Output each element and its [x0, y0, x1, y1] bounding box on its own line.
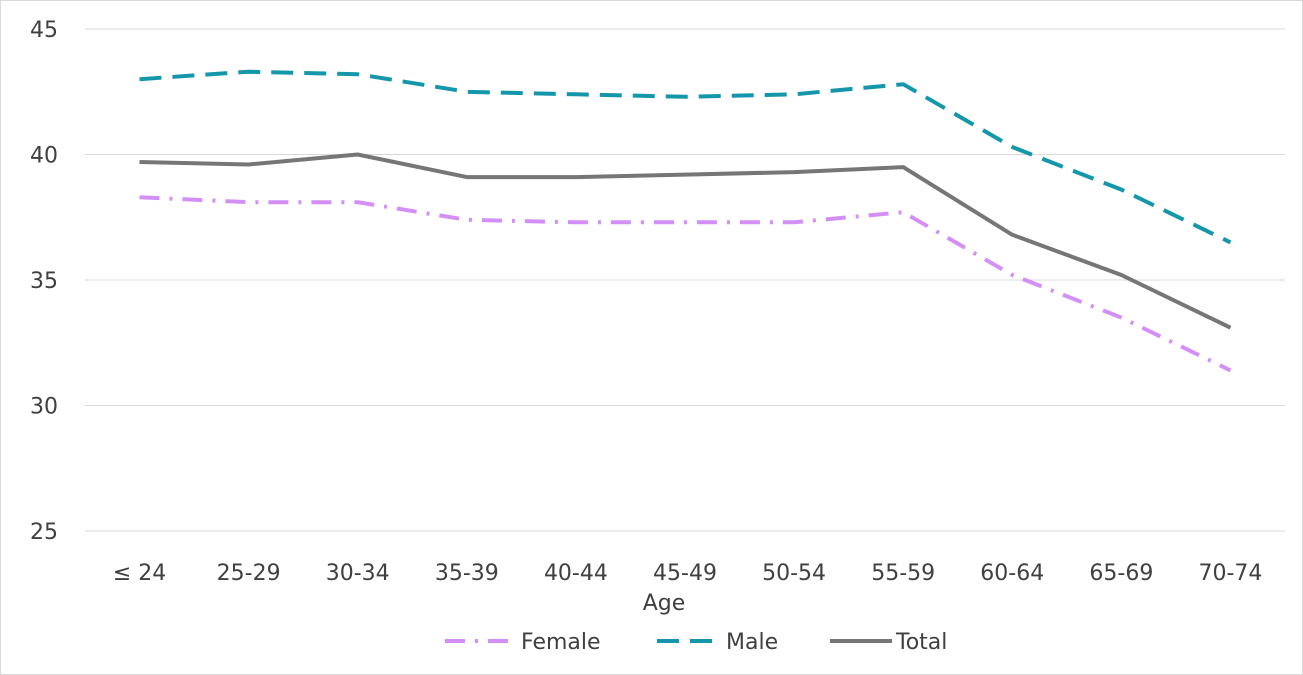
x-tick-label: 50-54 — [762, 561, 826, 586]
y-tick-label: 30 — [30, 395, 58, 420]
x-tick-label: 60-64 — [980, 561, 1044, 586]
x-tick-label: 25-29 — [217, 561, 281, 586]
x-tick-label: 55-59 — [871, 561, 935, 586]
x-tick-label: 40-44 — [544, 561, 608, 586]
series-line-male — [139, 69, 1232, 245]
legend-label-male: Male — [726, 630, 778, 655]
x-tick-label: 65-69 — [1089, 561, 1153, 586]
y-tick-label: 35 — [30, 269, 58, 294]
y-axis-ticks: 25 30 35 40 45 — [30, 18, 58, 545]
x-tick-label: 45-49 — [653, 561, 717, 586]
y-tick-label: 45 — [30, 18, 58, 43]
series-line-total — [139, 152, 1232, 330]
series-line-female — [139, 195, 1232, 373]
legend: Female Male Total — [445, 630, 947, 655]
series-lines — [139, 69, 1232, 373]
gridlines — [85, 28, 1285, 532]
x-tick-label: 35-39 — [435, 561, 499, 586]
x-axis-title: Age — [643, 591, 686, 616]
y-tick-label: 25 — [30, 520, 58, 545]
x-tick-label: ≤ 24 — [113, 561, 166, 586]
legend-label-total: Total — [895, 630, 947, 655]
x-tick-label: 30-34 — [326, 561, 390, 586]
legend-label-female: Female — [521, 630, 601, 655]
y-tick-label: 40 — [30, 144, 58, 169]
x-tick-label: 70-74 — [1198, 561, 1262, 586]
x-axis-ticks: ≤ 24 25-29 30-34 35-39 40-44 45-49 50-54 55-59 6… — [113, 561, 1263, 586]
